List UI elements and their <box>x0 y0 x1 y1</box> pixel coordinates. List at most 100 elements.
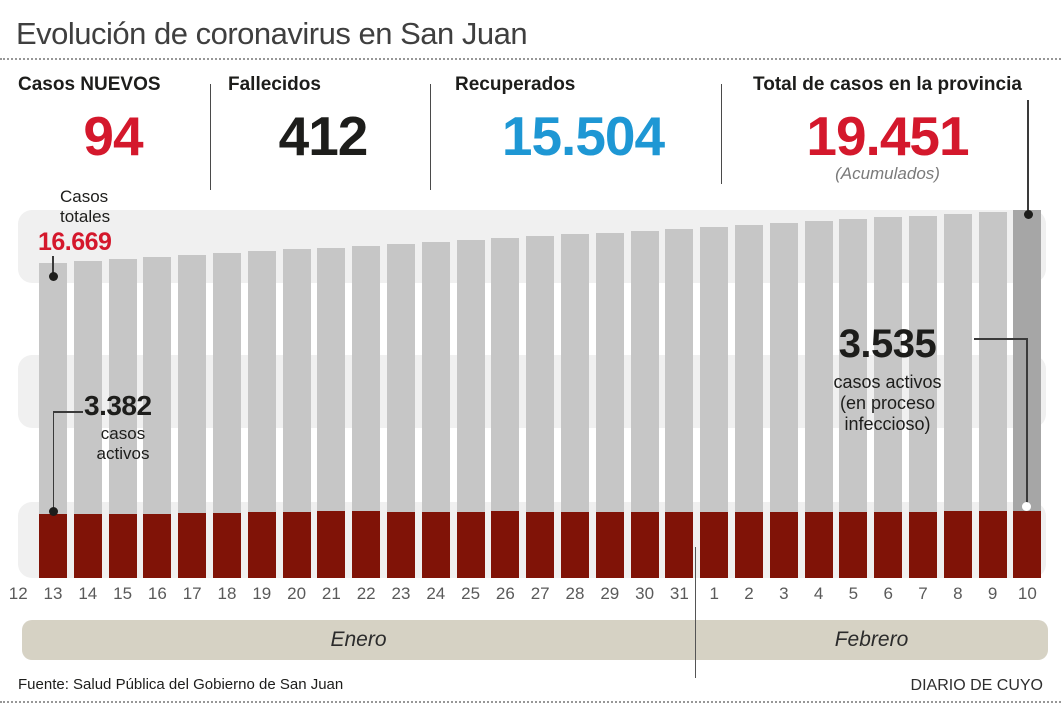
annotation-line: (en proceso <box>839 393 936 413</box>
x-axis-label-12: 12 <box>8 584 28 603</box>
month-label-febrero: Febrero <box>834 628 909 651</box>
x-axis-label-29: 29 <box>600 584 620 603</box>
bar-active-day-1 <box>700 512 729 578</box>
bar-active-day-30 <box>630 512 659 578</box>
x-axis-label-7: 7 <box>918 584 928 603</box>
bar-active-day-25 <box>456 512 485 578</box>
bar-active-day-3 <box>769 512 798 578</box>
x-axis-label-13: 13 <box>43 584 63 603</box>
page-title: Evolución de coronavirus en San Juan <box>16 16 528 51</box>
annotation-line: casos activos <box>833 372 942 392</box>
x-axis-label-20: 20 <box>287 584 307 603</box>
bar-active-day-2 <box>735 512 763 578</box>
footer-source: Fuente: Salud Pública del Gobierno de Sa… <box>18 676 344 693</box>
top-dotted-rule <box>0 58 1061 60</box>
x-axis-label-16: 16 <box>147 584 167 603</box>
stat-label: Recuperados <box>455 74 576 95</box>
bar-active-day-5 <box>839 512 868 578</box>
x-axis-label-10: 10 <box>1017 584 1037 603</box>
annotation-line: activos <box>96 444 150 463</box>
stat-divider <box>721 84 722 184</box>
bar-active-day-4 <box>804 512 833 578</box>
stat-note: (Acumulados) <box>835 164 940 183</box>
plot-area <box>18 210 1046 578</box>
connector-19451 <box>1027 100 1029 212</box>
x-axis-label-22: 22 <box>356 584 376 603</box>
stat-value: 412 <box>278 105 369 167</box>
stat-label: Total de casos en la provincia <box>753 74 1022 95</box>
x-axis-label-26: 26 <box>495 584 515 603</box>
bar-active-day-21 <box>317 511 346 578</box>
x-axis-label-14: 14 <box>78 584 98 603</box>
x-axis-label-1: 1 <box>709 584 719 603</box>
stat-divider <box>210 84 211 190</box>
bar-active-day-10 <box>1013 511 1042 578</box>
stat-total-province: Total de casos en la provincia 19.451 (A… <box>745 74 1030 184</box>
connector-3382-horizontal <box>53 411 83 413</box>
bar-active-day-8 <box>943 511 972 578</box>
x-axis-label-21: 21 <box>321 584 341 603</box>
bar-active-day-6 <box>874 512 903 578</box>
bar-active-day-15 <box>108 514 137 578</box>
annotation-3382-label: casos activos <box>84 424 162 464</box>
bar-active-day-22 <box>352 511 381 578</box>
bar-active-day-28 <box>561 512 589 578</box>
stat-deaths: Fallecidos 412 <box>228 74 418 164</box>
connector-3535-vertical <box>1026 338 1028 506</box>
month-divider-line <box>695 547 696 678</box>
bottom-dotted-rule <box>0 701 1061 703</box>
x-axis-label-8: 8 <box>953 584 963 603</box>
x-axis-label-15: 15 <box>113 584 133 603</box>
annotation-line: infeccioso) <box>844 414 931 434</box>
dot-19451 <box>1023 210 1033 219</box>
stat-divider <box>430 84 431 190</box>
connector-3382-vertical <box>52 411 54 511</box>
bar-active-day-18 <box>213 513 241 578</box>
x-axis-label-24: 24 <box>426 584 446 603</box>
x-axis-label-9: 9 <box>987 584 998 603</box>
x-axis-label-4: 4 <box>813 584 824 603</box>
bar-active-day-31 <box>665 512 694 578</box>
x-axis-label-30: 30 <box>635 584 655 603</box>
bar-active-day-13 <box>39 514 67 578</box>
x-axis-label-19: 19 <box>252 584 272 603</box>
x-axis-label-27: 27 <box>530 584 550 603</box>
x-axis-label-18: 18 <box>217 584 237 603</box>
bar-active-day-16 <box>143 514 172 578</box>
connector-3535-horizontal <box>974 338 1027 340</box>
x-axis: 12 13 14 15 16 17 18 19 20 21 22 23 24 25 26 27 28 29 30 31… <box>9 584 1058 604</box>
x-axis-label-6: 6 <box>883 584 893 603</box>
stat-value: 15.504 <box>501 105 665 167</box>
stat-label: Fallecidos <box>228 74 321 95</box>
annotation-line: casos <box>100 424 146 443</box>
x-axis-label-2: 2 <box>744 584 754 603</box>
bar-active-day-23 <box>387 512 415 578</box>
bar-active-day-14 <box>73 514 102 578</box>
annotation-3535-label: casos activos (en proceso infeccioso) <box>800 372 975 435</box>
dot-3535 <box>1022 502 1031 511</box>
annotation-3535: 3.535 casos activos (en proceso infeccio… <box>800 322 975 435</box>
x-axis-label-23: 23 <box>391 584 411 603</box>
bar-active-day-26 <box>491 511 520 578</box>
annotation-line: totales <box>60 207 111 226</box>
annotation-value-16669: 16.669 <box>38 228 112 256</box>
bar-active-day-24 <box>421 512 450 578</box>
x-axis-label-5: 5 <box>848 584 859 603</box>
footer-credit: DIARIO DE CUYO <box>910 677 1043 694</box>
x-axis-label-31: 31 <box>669 584 689 603</box>
connector-first-total <box>52 256 54 274</box>
annotation-value-3382: 3.382 <box>84 390 152 421</box>
annotation-line: Casos <box>60 187 109 206</box>
bar-active-day-29 <box>595 512 624 578</box>
x-axis-label-3: 3 <box>779 584 789 603</box>
month-band: Enero Febrero <box>22 620 1048 660</box>
bar-active-day-19 <box>247 512 276 578</box>
stat-value: 19.451 <box>806 105 969 167</box>
bar-active-day-20 <box>282 512 311 578</box>
x-axis-label-17: 17 <box>182 584 202 603</box>
stat-label: Casos NUEVOS <box>18 74 161 95</box>
x-axis-label-28: 28 <box>565 584 585 603</box>
dot-3382 <box>48 507 58 516</box>
month-label-enero: Enero <box>330 628 387 651</box>
